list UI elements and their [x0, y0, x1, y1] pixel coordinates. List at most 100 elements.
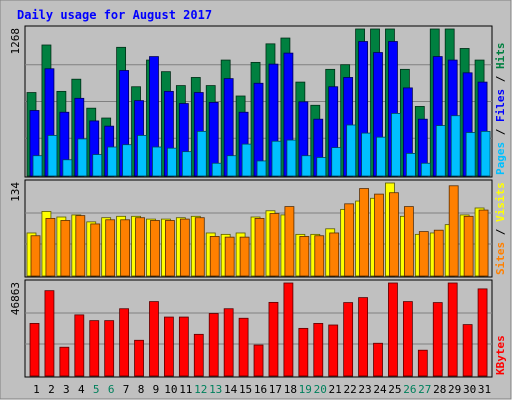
bar-kbytes-day-4 [74, 314, 85, 377]
bar-sites-day-19 [299, 236, 310, 277]
bar-kbytes-day-20 [313, 323, 324, 377]
day-label: 16 [254, 383, 267, 396]
day-label: 22 [343, 383, 356, 396]
bar-pages-day-29 [450, 115, 461, 177]
bar-kbytes-day-15 [238, 317, 249, 377]
bar-sites-day-14 [224, 236, 235, 277]
bar-sites-day-6 [105, 219, 116, 277]
bar-kbytes-day-9 [149, 301, 159, 377]
bar-pages-day-30 [465, 132, 476, 177]
day-label: 17 [269, 383, 282, 396]
bar-sites-day-24 [374, 193, 384, 277]
bar-pages-day-16 [256, 160, 267, 177]
bar-kbytes-day-26 [402, 301, 413, 377]
side-legend: Pages / Files / Hits [494, 43, 507, 176]
bar-sites-day-27 [418, 231, 429, 277]
bar-kbytes-day-3 [59, 346, 70, 377]
day-label: 27 [418, 383, 431, 396]
bar-sites-day-18 [284, 206, 295, 277]
bars [26, 182, 489, 277]
day-label: 3 [63, 383, 70, 396]
side-legend: KBytes [494, 335, 507, 375]
bar-kbytes-day-7 [119, 308, 130, 377]
bar-kbytes-day-25 [388, 282, 398, 377]
bar-kbytes-day-18 [283, 282, 294, 377]
day-label: 26 [403, 383, 416, 396]
side-legend-separator: / [494, 122, 507, 142]
bar-pages-day-7 [122, 144, 133, 177]
day-label: 23 [358, 383, 371, 396]
bar-pages-day-20 [316, 157, 327, 177]
bar-pages-day-5 [92, 154, 103, 177]
bar-pages-day-25 [391, 112, 401, 177]
day-label: 13 [209, 383, 222, 396]
bar-sites-day-31 [478, 209, 489, 277]
day-label: 15 [239, 383, 252, 396]
bars [26, 28, 491, 177]
day-label: 28 [433, 383, 446, 396]
bar-sites-day-21 [329, 232, 340, 277]
panel-visits-sites: 134 Sites / Visits [9, 179, 507, 278]
bar-pages-day-1 [32, 155, 43, 177]
day-label: 6 [108, 383, 115, 396]
bar-kbytes-day-10 [164, 316, 174, 377]
side-legend-separator: / [494, 69, 507, 89]
bar-pages-day-21 [331, 147, 342, 177]
bar-pages-day-15 [241, 143, 252, 177]
side-legend-files: Files [494, 89, 507, 122]
day-label: 5 [93, 383, 100, 396]
bar-sites-day-8 [135, 217, 145, 277]
bar-pages-day-24 [376, 136, 386, 177]
bar-kbytes-day-12 [193, 333, 204, 377]
bar-pages-day-9 [152, 146, 162, 177]
bar-kbytes-day-19 [298, 327, 309, 377]
bar-pages-day-3 [62, 159, 73, 177]
side-legend-hits: Hits [494, 43, 507, 70]
day-label: 18 [284, 383, 297, 396]
bar-kbytes-day-1 [29, 323, 40, 377]
day-label: 4 [78, 383, 85, 396]
bar-pages-day-14 [226, 155, 237, 177]
y-max-label: 134 [9, 182, 22, 202]
bar-kbytes-day-22 [343, 302, 354, 377]
bar-sites-day-25 [389, 192, 399, 277]
chart-title: Daily usage for August 2017 [17, 8, 212, 22]
bar-pages-day-8 [137, 135, 147, 177]
bar-pages-day-17 [271, 140, 282, 177]
side-legend: Sites / Visits [494, 182, 507, 275]
bar-sites-day-16 [254, 217, 265, 277]
day-label: 1 [33, 383, 40, 396]
bar-sites-day-7 [120, 219, 131, 277]
bar-pages-day-28 [435, 125, 446, 177]
bar-sites-day-13 [209, 236, 220, 277]
bar-sites-day-12 [194, 217, 205, 277]
bar-kbytes-day-13 [208, 313, 219, 377]
bar-kbytes-day-31 [477, 288, 488, 377]
bar-kbytes-day-8 [134, 339, 144, 377]
y-max-label: 46863 [9, 282, 22, 315]
day-label: 21 [329, 383, 342, 396]
bar-sites-day-4 [75, 215, 86, 277]
panel-frame [24, 179, 493, 278]
bar-sites-day-3 [60, 220, 71, 277]
bar-sites-day-10 [165, 220, 175, 277]
chart-panels: 1268 Pages / Files / Hits 134 Sites / Visit… [9, 25, 507, 378]
bar-pages-day-13 [211, 162, 222, 177]
bar-pages-day-22 [346, 124, 357, 177]
day-label: 24 [373, 383, 387, 396]
bar-sites-day-30 [463, 215, 474, 277]
bar-kbytes-day-23 [358, 297, 368, 377]
bar-pages-day-23 [361, 132, 371, 177]
bar-sites-day-28 [433, 229, 444, 277]
bar-sites-day-26 [403, 206, 414, 277]
bar-sites-day-23 [359, 188, 369, 277]
bars [29, 282, 488, 377]
bar-kbytes-day-16 [253, 344, 264, 377]
day-label: 10 [164, 383, 177, 396]
side-legend-visits: Visits [494, 182, 507, 222]
bar-sites-day-20 [314, 235, 325, 277]
bar-pages-day-19 [301, 155, 312, 177]
bar-kbytes-day-6 [104, 320, 115, 377]
y-max-label: 1268 [9, 28, 22, 55]
